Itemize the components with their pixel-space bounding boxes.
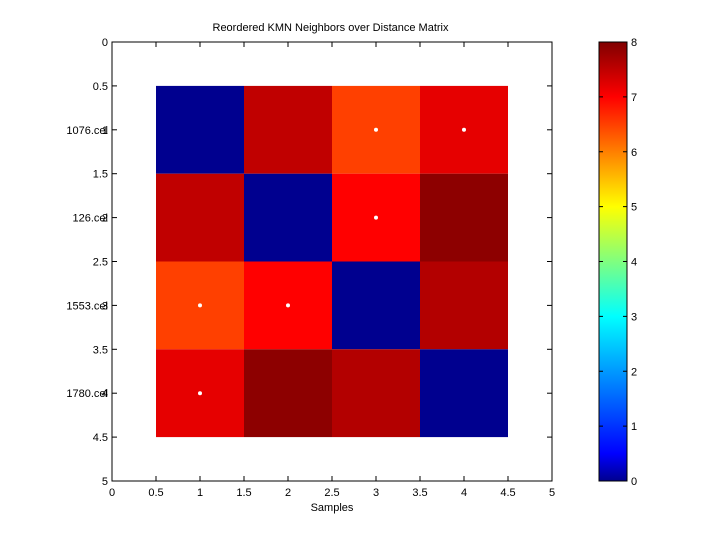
colorbar-tick-label: 8 bbox=[631, 37, 637, 49]
heatmap-cell-r2-c2 bbox=[244, 173, 332, 262]
x-tick-label: 1.5 bbox=[236, 487, 251, 499]
x-tick-label: 2.5 bbox=[324, 487, 339, 499]
y-tick-label: 5 bbox=[102, 476, 108, 488]
x-tick-label: 3.5 bbox=[412, 487, 427, 499]
neighbor-markers bbox=[198, 127, 466, 396]
neighbor-marker-6 bbox=[198, 391, 202, 396]
row-label: 1780.cel bbox=[66, 388, 108, 400]
heatmap-cell-r3-c3 bbox=[332, 261, 420, 350]
y-axis-ticks: 0 0.5 1 1.5 2 2.5 3 3.5 4 4.5 5 bbox=[93, 37, 552, 488]
heatmap-cell-r4-c3 bbox=[332, 349, 420, 438]
y-tick-label: 2.5 bbox=[93, 257, 108, 269]
y-tick-label: 1.5 bbox=[93, 169, 108, 181]
x-axis-ticks: 0 0.5 1 1.5 2 2.5 3 3.5 4 4.5 5 bbox=[109, 42, 555, 499]
y-tick-label: 3 bbox=[102, 300, 108, 312]
y-tick-label: 1 bbox=[102, 125, 108, 137]
colorbar-tick-label: 1 bbox=[631, 421, 637, 433]
y-tick-label: 0 bbox=[102, 37, 108, 49]
x-tick-label: 0.5 bbox=[148, 487, 163, 499]
colorbar-ticks: 0 1 2 3 4 5 6 7 8 bbox=[599, 37, 637, 488]
heatmap-cell-r4-c2 bbox=[244, 349, 332, 438]
y-tick-label: 2 bbox=[102, 213, 108, 225]
colorbar-tick-label: 7 bbox=[631, 92, 637, 104]
colorbar bbox=[598, 41, 628, 482]
x-tick-label: 3 bbox=[373, 487, 379, 499]
heatmap-cell-r1-c2 bbox=[244, 85, 332, 174]
neighbor-marker-1 bbox=[374, 127, 378, 132]
colorbar-tick-label: 4 bbox=[631, 257, 637, 269]
y-tick-label: 4 bbox=[102, 388, 108, 400]
x-tick-label: 4.5 bbox=[500, 487, 515, 499]
x-tick-label: 0 bbox=[109, 487, 115, 499]
colorbar-tick-label: 5 bbox=[631, 202, 637, 214]
x-tick-label: 4 bbox=[461, 487, 467, 499]
neighbor-marker-3 bbox=[374, 215, 378, 220]
colorbar-tick-label: 6 bbox=[631, 147, 637, 159]
chart-title: Reordered KMN Neighbors over Distance Ma… bbox=[213, 22, 449, 34]
heatmap-cell-r4-c4 bbox=[420, 349, 508, 438]
colorbar-tick-label: 0 bbox=[631, 476, 637, 488]
row-label: 126.cel bbox=[73, 213, 108, 225]
x-tick-label: 2 bbox=[285, 487, 291, 499]
heatmap-cell-r2-c4 bbox=[420, 173, 508, 262]
heatmap-cells bbox=[156, 85, 508, 438]
x-tick-label: 1 bbox=[197, 487, 203, 499]
row-label: 1076.cel bbox=[66, 125, 108, 137]
x-tick-label: 5 bbox=[549, 487, 555, 499]
colorbar-tick-label: 2 bbox=[631, 366, 637, 378]
row-label: 1553.cel bbox=[66, 300, 108, 312]
heatmap-cell-r2-c1 bbox=[156, 173, 244, 262]
y-tick-label: 0.5 bbox=[93, 81, 108, 93]
heatmap-cell-r3-c4 bbox=[420, 261, 508, 350]
x-axis-label: Samples bbox=[311, 502, 354, 514]
y-tick-label: 3.5 bbox=[93, 344, 108, 356]
neighbor-marker-4 bbox=[198, 303, 202, 308]
neighbor-marker-2 bbox=[462, 127, 466, 132]
row-labels: 1076.cel 126.cel 1553.cel 1780.cel bbox=[66, 125, 108, 400]
heatmap-cell-r1-c1 bbox=[156, 85, 244, 174]
neighbor-marker-5 bbox=[286, 303, 290, 308]
y-tick-label: 4.5 bbox=[93, 432, 108, 444]
colorbar-tick-label: 3 bbox=[631, 311, 637, 323]
